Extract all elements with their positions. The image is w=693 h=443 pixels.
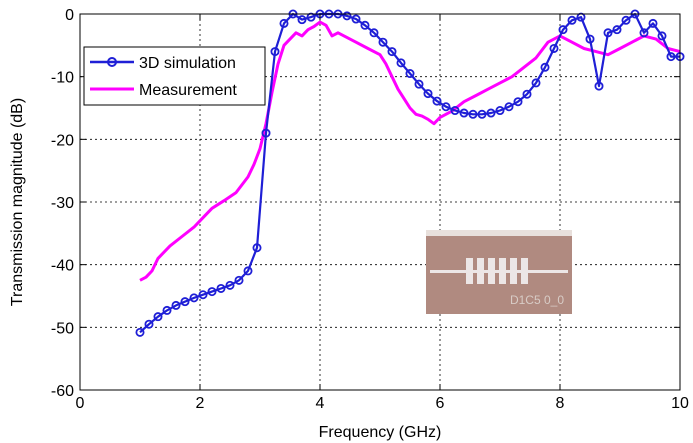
y-tick-label: -40: [51, 258, 74, 275]
data-point: [504, 102, 514, 112]
y-tick-label: -50: [51, 320, 74, 337]
data-point: [198, 290, 208, 300]
legend-label-sim: 3D simulation: [139, 55, 236, 72]
series-layer: [135, 9, 685, 337]
x-tick-label: 8: [556, 395, 565, 412]
data-point: [351, 14, 361, 24]
data-point: [423, 89, 433, 99]
inset-resonator: [510, 258, 517, 284]
data-point: [648, 18, 658, 28]
y-axis-title: Transmission magnitude (dB): [9, 98, 26, 306]
data-point: [171, 300, 181, 310]
data-point: [450, 106, 460, 116]
data-point: [144, 319, 154, 329]
y-tick-label: -30: [51, 195, 74, 212]
y-tick-label: 0: [65, 7, 74, 24]
data-point: [531, 78, 541, 88]
legend-swatch-sim-marker: [107, 57, 117, 67]
tick-labels: 0 2 4 6 8 10 0 -10 -20 -30 -40 -50 -60: [51, 7, 689, 412]
data-point: [216, 283, 226, 293]
data-point: [225, 280, 235, 290]
data-point: [459, 108, 469, 118]
x-tick-label: 0: [76, 395, 85, 412]
data-point: [603, 28, 613, 38]
inset-resonator: [521, 258, 528, 284]
data-point: [540, 62, 550, 72]
inset-label: D1C5 0_0: [510, 293, 564, 307]
x-tick-label: 10: [671, 395, 689, 412]
data-point: [486, 108, 496, 118]
data-point: [261, 128, 271, 138]
data-point: [270, 47, 280, 57]
data-point: [594, 81, 604, 91]
legend-label-meas: Measurement: [139, 82, 237, 99]
data-point: [135, 327, 145, 337]
data-point: [342, 11, 352, 21]
data-point: [468, 109, 478, 119]
legend-box: [83, 46, 266, 106]
x-tick-label: 6: [436, 395, 445, 412]
data-point: [387, 47, 397, 57]
data-point: [666, 52, 676, 62]
inset-resonator: [477, 258, 484, 284]
inset-resonator: [466, 258, 473, 284]
inset-photo: D1C5 0_0: [426, 230, 572, 314]
data-point: [657, 31, 667, 41]
data-point: [513, 97, 523, 107]
data-point: [621, 15, 631, 25]
data-point: [639, 28, 649, 38]
data-point: [234, 275, 244, 285]
x-tick-label: 4: [316, 395, 325, 412]
data-point: [360, 20, 370, 30]
inset-edge: [426, 230, 572, 236]
data-point: [495, 106, 505, 116]
data-point: [369, 28, 379, 38]
data-point: [558, 25, 568, 35]
data-point: [162, 305, 172, 315]
data-point: [612, 25, 622, 35]
data-point: [432, 96, 442, 106]
data-point: [378, 37, 388, 47]
data-point: [252, 243, 262, 253]
data-point: [522, 89, 532, 99]
data-point: [297, 15, 307, 25]
data-point: [585, 34, 595, 44]
data-point: [414, 79, 424, 89]
data-point: [477, 109, 487, 119]
data-point: [441, 102, 451, 112]
inset-resonator: [499, 258, 506, 284]
x-axis-title: Frequency (GHz): [319, 424, 442, 441]
y-tick-label: -10: [51, 70, 74, 87]
data-point: [567, 15, 577, 25]
x-tick-label: 2: [196, 395, 205, 412]
data-point: [207, 287, 217, 297]
data-point: [153, 312, 163, 322]
y-tick-label: -20: [51, 132, 74, 149]
data-point: [549, 43, 559, 53]
data-point: [189, 293, 199, 303]
data-point: [243, 266, 253, 276]
series-line-simulation: [139, 12, 680, 334]
y-tick-label: -60: [51, 383, 74, 400]
legend: 3D simulation Measurement: [83, 46, 266, 106]
data-point: [279, 18, 289, 28]
inset-resonator: [488, 258, 495, 284]
data-point: [180, 297, 190, 307]
ticks: [79, 13, 681, 391]
data-point: [396, 58, 406, 68]
data-point: [405, 69, 415, 79]
